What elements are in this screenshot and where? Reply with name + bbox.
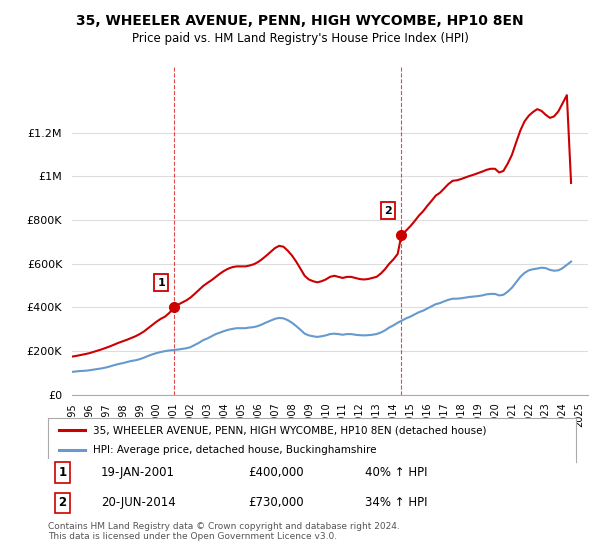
Text: 1: 1 [157,278,165,288]
Text: 1: 1 [59,466,67,479]
Text: 19-JAN-2001: 19-JAN-2001 [101,466,175,479]
Text: Contains HM Land Registry data © Crown copyright and database right 2024.
This d: Contains HM Land Registry data © Crown c… [48,522,400,542]
Text: 2: 2 [385,206,392,216]
Text: 2: 2 [59,496,67,509]
Text: 40% ↑ HPI: 40% ↑ HPI [365,466,427,479]
Text: 35, WHEELER AVENUE, PENN, HIGH WYCOMBE, HP10 8EN (detached house): 35, WHEELER AVENUE, PENN, HIGH WYCOMBE, … [93,425,487,435]
Text: £730,000: £730,000 [248,496,304,509]
Text: 34% ↑ HPI: 34% ↑ HPI [365,496,427,509]
Text: 20-JUN-2014: 20-JUN-2014 [101,496,176,509]
Text: £400,000: £400,000 [248,466,304,479]
Text: HPI: Average price, detached house, Buckinghamshire: HPI: Average price, detached house, Buck… [93,445,376,455]
Text: Price paid vs. HM Land Registry's House Price Index (HPI): Price paid vs. HM Land Registry's House … [131,32,469,45]
Text: 35, WHEELER AVENUE, PENN, HIGH WYCOMBE, HP10 8EN: 35, WHEELER AVENUE, PENN, HIGH WYCOMBE, … [76,14,524,28]
